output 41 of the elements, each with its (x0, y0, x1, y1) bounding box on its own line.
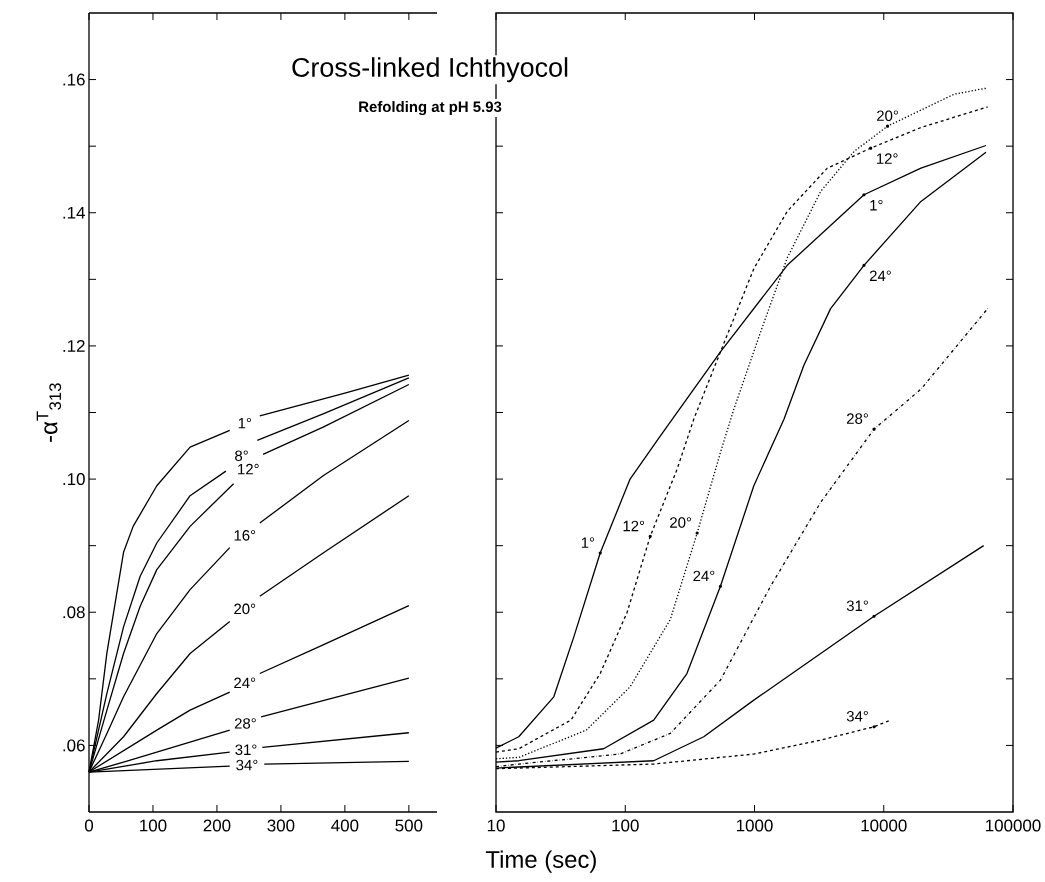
x-tick-label: 10000 (861, 819, 907, 832)
annotation: 24° (869, 270, 891, 281)
x-tick-label: 100000 (986, 819, 1041, 832)
x-tick-label: 1000 (736, 819, 773, 832)
series-label: 12° (238, 463, 259, 475)
x-tick-label: 400 (331, 819, 359, 832)
y-tick-label: .08 (63, 606, 85, 619)
annotation: 1° (870, 199, 883, 211)
y-axis-title: -α$^{T}$313 (36, 383, 62, 442)
annotation: 34° (846, 710, 868, 722)
series-label: 1° (238, 417, 252, 429)
series-label: 20° (234, 603, 256, 615)
annotation: 1° (581, 537, 595, 548)
x-tick-label: 10 (487, 819, 505, 832)
x-tick-label: 0 (84, 819, 94, 832)
y-tick-label: .16 (63, 73, 85, 86)
annotation: 31° (846, 600, 868, 612)
y-tick-label: .14 (63, 206, 85, 219)
series-label: 31° (235, 744, 257, 756)
text: Refolding at pH 5.93 (359, 101, 502, 116)
x-tick-label: 500 (395, 819, 423, 832)
y-tick-label: .12 (63, 340, 85, 352)
x-tick-label: 200 (203, 819, 231, 832)
annotation: 24° (693, 570, 715, 582)
annotation: 12° (623, 520, 645, 532)
y-tick-label: .06 (63, 739, 85, 752)
x-axis-title: Time (sec) (485, 850, 596, 873)
series-label: 34° (236, 759, 258, 771)
x-tick-label: 100 (612, 819, 639, 832)
series-label: 16° (234, 530, 256, 541)
series-label: 8° (235, 450, 248, 462)
series-label: 24° (234, 677, 256, 689)
x-tick-label: 100 (140, 819, 167, 832)
annotation: 20° (670, 517, 692, 528)
annotation: 12° (877, 153, 898, 164)
annotation: 20° (877, 110, 898, 121)
annotation: 28° (846, 413, 868, 424)
series-label: 28° (234, 718, 256, 729)
text: Cross-linked Ichthyocol (292, 57, 568, 83)
y-tick-label: .10 (63, 473, 85, 486)
x-tick-label: 300 (267, 819, 295, 832)
